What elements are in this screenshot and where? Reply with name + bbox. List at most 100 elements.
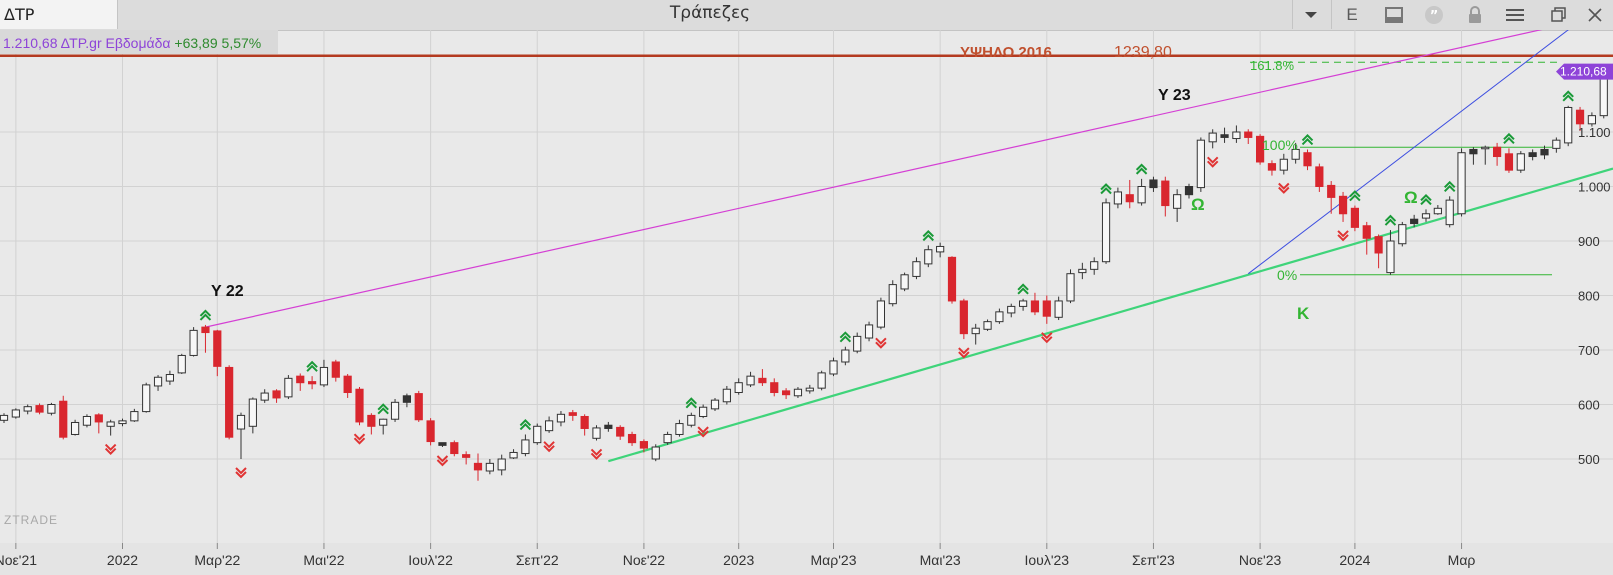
candle-body: [248, 398, 257, 427]
candle: [770, 378, 779, 397]
close-icon[interactable]: [1578, 0, 1612, 29]
candle-body: [1457, 152, 1466, 215]
candle: [1552, 137, 1561, 153]
chevron-down-icon[interactable]: [1292, 0, 1330, 29]
candle-body: [1054, 300, 1063, 318]
candle-body: [367, 414, 376, 427]
candle: [1279, 153, 1288, 175]
labels: ΥΨΗΛΟ 2016 1239,80 Y 22 Y 23 Ω Ω K 161.8…: [4, 44, 1418, 527]
candle: [1575, 106, 1585, 131]
quote-icon[interactable]: ”: [1415, 0, 1453, 29]
info-panel: [0, 30, 278, 54]
candle-body: [1528, 152, 1537, 158]
candle: [995, 308, 1004, 324]
candle-body: [1196, 139, 1205, 189]
up-arrow-icon: [1301, 134, 1314, 146]
candle-body: [687, 414, 696, 426]
candle: [272, 389, 281, 403]
candle: [710, 397, 720, 412]
candle: [402, 393, 411, 408]
candle-body: [1362, 225, 1371, 239]
candle-body: [450, 442, 459, 455]
svg-text:”: ”: [1430, 9, 1439, 24]
candle: [1493, 142, 1502, 166]
restore-icon[interactable]: [1540, 0, 1578, 29]
menu-icon[interactable]: [1496, 0, 1534, 29]
candle-body: [1433, 207, 1442, 215]
candle: [497, 454, 506, 476]
candle-body: [130, 411, 139, 422]
candle: [1587, 112, 1597, 127]
candle: [331, 359, 340, 382]
candle: [11, 408, 20, 419]
candle-body: [1161, 180, 1170, 207]
candle: [533, 423, 542, 445]
candle-body: [1291, 148, 1300, 160]
candle-body: [580, 415, 589, 429]
candle: [1042, 295, 1051, 324]
chart-title: Τράπεζες: [669, 3, 751, 23]
candle: [296, 373, 305, 391]
candle-body: [699, 406, 708, 417]
candle-body: [971, 327, 980, 335]
candle-body: [533, 425, 542, 444]
candle: [1528, 149, 1537, 161]
high-2016-value: 1239,80: [1114, 44, 1172, 61]
candle-body: [592, 427, 601, 439]
candle-body: [1184, 186, 1194, 196]
candle-body: [912, 261, 921, 277]
fib-0-label: 0%: [1277, 267, 1297, 283]
candle-body: [1232, 131, 1241, 140]
e-button[interactable]: E: [1346, 4, 1358, 24]
down-arrow-icon: [1278, 182, 1290, 194]
candle-body: [35, 405, 44, 413]
candle: [201, 324, 210, 353]
candle-body: [1019, 300, 1028, 307]
candle-body: [1173, 194, 1182, 209]
candle-body: [936, 245, 945, 253]
candle: [1374, 234, 1383, 269]
candle: [390, 399, 400, 422]
candle-body: [1101, 202, 1111, 263]
short-trend-line: [1247, 30, 1569, 275]
candle: [236, 412, 246, 459]
candle: [1244, 129, 1253, 144]
candle-body: [438, 442, 447, 446]
candle: [47, 402, 56, 416]
candle-body: [722, 388, 731, 403]
lock-icon[interactable]: [1456, 0, 1494, 29]
candle: [829, 357, 838, 377]
candle: [782, 388, 791, 400]
candle-body: [995, 311, 1004, 323]
candle-body: [319, 366, 329, 386]
candle: [485, 459, 494, 475]
candle: [793, 387, 803, 398]
down-arrow-icon: [590, 448, 603, 460]
chart-area[interactable]: 1.210,68 ΔΤΡ.gr Εβδομάδα +63,89 5,57% ΥΨ…: [0, 30, 1613, 575]
up-arrow-icon: [1135, 163, 1148, 175]
candle: [639, 439, 648, 453]
candle-body: [663, 433, 672, 444]
candle: [1421, 209, 1431, 222]
candle-body: [734, 382, 743, 394]
candle: [1054, 296, 1063, 321]
candle-body: [1445, 199, 1454, 226]
candle: [651, 444, 660, 462]
x-tick-label: Μαρ'23: [811, 552, 857, 568]
candle: [142, 382, 151, 413]
y-tick-label: 1.000: [1578, 180, 1611, 195]
down-arrow-icon: [543, 441, 555, 453]
k-label: K: [1297, 304, 1310, 323]
candle: [118, 418, 127, 427]
candle-body: [0, 414, 9, 421]
symbol-field[interactable]: ΔΤΡ: [0, 0, 118, 29]
panel-icon[interactable]: [1375, 0, 1413, 29]
y-tick-label: 700: [1578, 343, 1600, 358]
candle: [379, 418, 388, 435]
high-2016-label: ΥΨΗΛΟ 2016: [960, 44, 1052, 61]
candle: [758, 369, 767, 386]
candle-body: [118, 420, 127, 425]
candle-body: [414, 393, 423, 421]
down-arrow-icon: [1206, 156, 1219, 168]
down-arrow-icon: [104, 443, 117, 455]
